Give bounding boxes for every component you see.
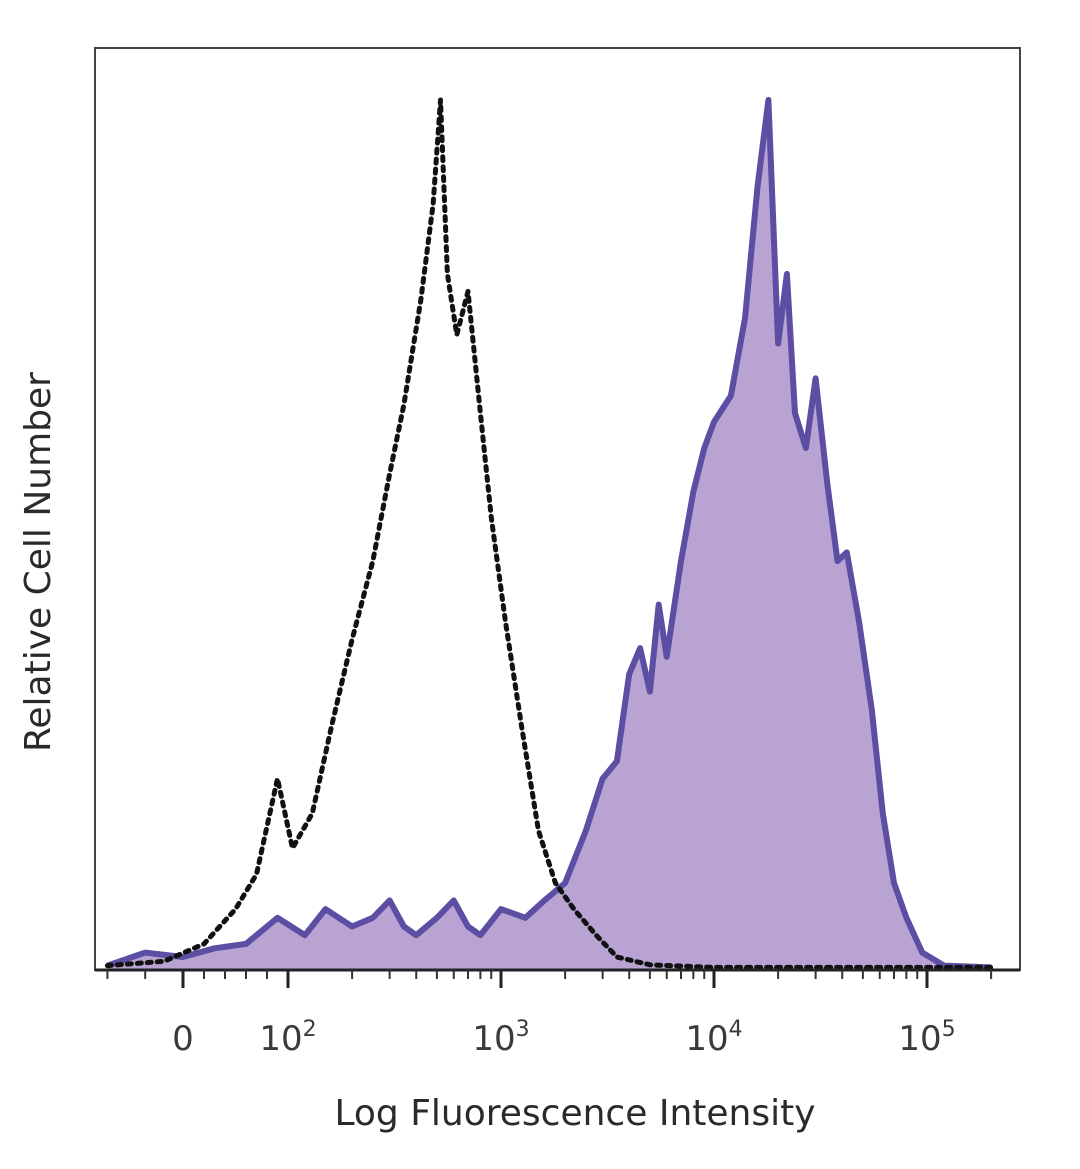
series-0-line (104, 97, 994, 970)
series-1-line (106, 97, 992, 971)
x-tick-label-4: 105 (898, 1017, 955, 1059)
x-tick-label-2: 103 (472, 1017, 529, 1059)
series-1-fill (107, 100, 992, 970)
y-axis-title: Relative Cell Number (18, 372, 59, 752)
x-ticks: 0 102 103 104 105 (106, 970, 993, 1059)
x-tick-label-0: 0 (172, 1019, 194, 1059)
x-axis-title: Log Fluorescence Intensity (334, 1093, 815, 1134)
series-layer (104, 97, 994, 971)
x-tick-label-1: 102 (259, 1017, 316, 1059)
x-tick-label-3: 104 (685, 1017, 742, 1059)
